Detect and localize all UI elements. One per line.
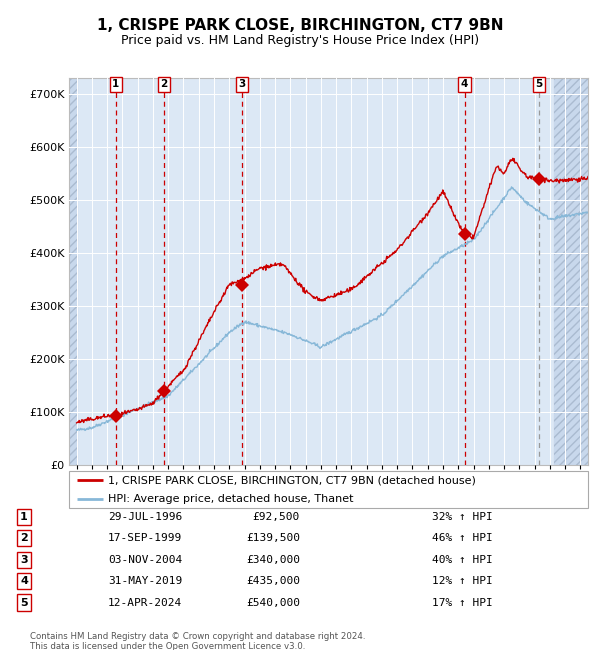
Text: 40% ↑ HPI: 40% ↑ HPI xyxy=(432,554,493,565)
Text: 1, CRISPE PARK CLOSE, BIRCHINGTON, CT7 9BN (detached house): 1, CRISPE PARK CLOSE, BIRCHINGTON, CT7 9… xyxy=(108,475,476,485)
Text: 1, CRISPE PARK CLOSE, BIRCHINGTON, CT7 9BN: 1, CRISPE PARK CLOSE, BIRCHINGTON, CT7 9… xyxy=(97,18,503,34)
Text: 17% ↑ HPI: 17% ↑ HPI xyxy=(432,597,493,608)
Text: 1: 1 xyxy=(20,512,28,522)
Text: 5: 5 xyxy=(20,597,28,608)
Text: Contains HM Land Registry data © Crown copyright and database right 2024.
This d: Contains HM Land Registry data © Crown c… xyxy=(30,632,365,650)
Text: 12% ↑ HPI: 12% ↑ HPI xyxy=(432,576,493,586)
Text: 1: 1 xyxy=(112,79,119,90)
FancyBboxPatch shape xyxy=(69,471,588,508)
Bar xyxy=(69,78,77,465)
Text: 5: 5 xyxy=(535,79,542,90)
Text: Price paid vs. HM Land Registry's House Price Index (HPI): Price paid vs. HM Land Registry's House … xyxy=(121,34,479,47)
Text: 12-APR-2024: 12-APR-2024 xyxy=(108,597,182,608)
Text: £435,000: £435,000 xyxy=(246,576,300,586)
Text: 4: 4 xyxy=(461,79,469,90)
Text: 2: 2 xyxy=(20,533,28,543)
Text: 29-JUL-1996: 29-JUL-1996 xyxy=(108,512,182,522)
Text: 32% ↑ HPI: 32% ↑ HPI xyxy=(432,512,493,522)
Text: HPI: Average price, detached house, Thanet: HPI: Average price, detached house, Than… xyxy=(108,494,353,504)
Text: 3: 3 xyxy=(20,554,28,565)
Text: 31-MAY-2019: 31-MAY-2019 xyxy=(108,576,182,586)
Text: 3: 3 xyxy=(238,79,246,90)
Text: 17-SEP-1999: 17-SEP-1999 xyxy=(108,533,182,543)
Bar xyxy=(554,78,588,465)
Text: £340,000: £340,000 xyxy=(246,554,300,565)
Text: 46% ↑ HPI: 46% ↑ HPI xyxy=(432,533,493,543)
Text: £540,000: £540,000 xyxy=(246,597,300,608)
Text: 03-NOV-2004: 03-NOV-2004 xyxy=(108,554,182,565)
Text: 2: 2 xyxy=(160,79,167,90)
Text: 4: 4 xyxy=(20,576,28,586)
Text: £92,500: £92,500 xyxy=(253,512,300,522)
Text: £139,500: £139,500 xyxy=(246,533,300,543)
